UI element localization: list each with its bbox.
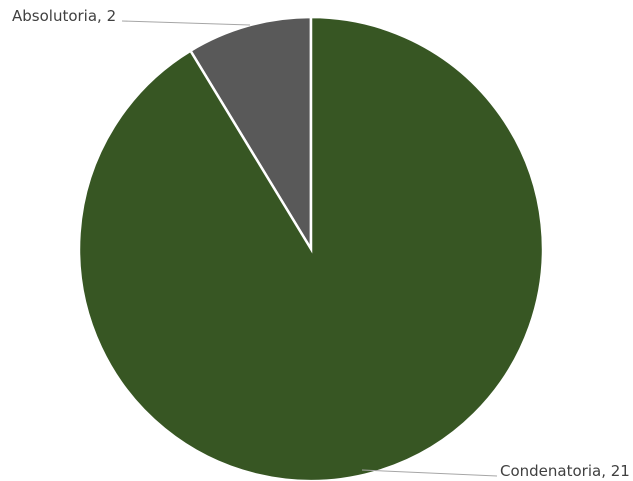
leader-line-absolutoria xyxy=(121,20,251,26)
pie-data-labels: Absolutoria, 2 Condenatoria, 21 xyxy=(12,7,630,480)
data-label-condenatoria: Condenatoria, 21 xyxy=(500,462,630,480)
leader-line-condenatoria xyxy=(361,469,498,477)
pie-slices xyxy=(77,15,545,481)
pie-slice-condenatoria xyxy=(77,15,545,481)
data-label-absolutoria: Absolutoria, 2 xyxy=(12,7,116,25)
pie-slice-absolutoria xyxy=(188,15,313,254)
